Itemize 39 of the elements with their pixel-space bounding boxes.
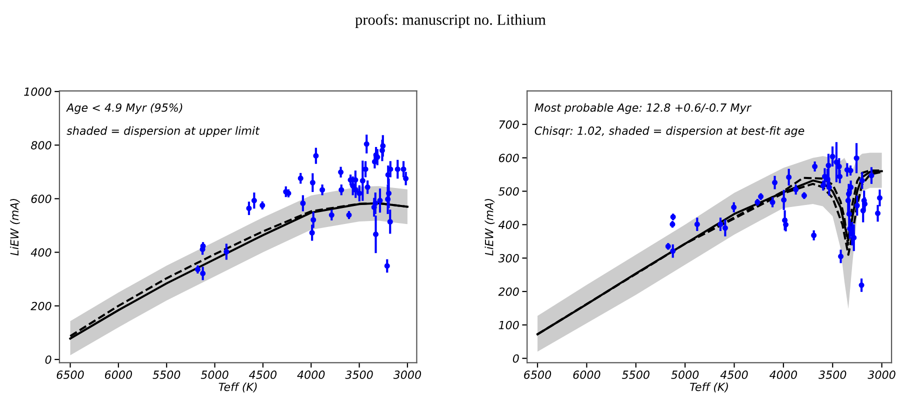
y-tick-label: 800 xyxy=(30,141,52,150)
annotation: shaded = dispersion at upper limit xyxy=(66,126,260,138)
x-tick-label: 6000 xyxy=(573,370,600,379)
x-tick-label: 6000 xyxy=(104,370,132,379)
y-tick-label: 0 xyxy=(512,354,519,363)
x-tick-label: 4000 xyxy=(297,370,325,379)
y-tick-label: 300 xyxy=(498,254,519,262)
x-tick-label: 5000 xyxy=(200,370,228,379)
annotation: Most probable Age: 12.8 +0.6/-0.7 Myr xyxy=(534,103,752,114)
annotation: Chisqr: 1.02, shaded = dispersion at best-fit age xyxy=(534,126,804,138)
x-tick-label: 3500 xyxy=(818,370,846,379)
y-tick-label: 1000 xyxy=(24,87,52,96)
x-tick-label: 5000 xyxy=(671,370,699,379)
x-tick-label: 3500 xyxy=(345,370,373,379)
y-tick-label: 100 xyxy=(498,320,519,330)
y-tick-label: 400 xyxy=(498,220,519,230)
x-axis-title: Teff (K) xyxy=(690,382,728,392)
x-tick-label: 4000 xyxy=(769,370,798,379)
y-tick-label: 400 xyxy=(30,248,52,257)
x-tick-label: 6500 xyxy=(56,370,84,379)
x-tick-label: 6500 xyxy=(524,370,552,379)
x-tick-label: 5500 xyxy=(152,370,180,379)
x-tick-label: 3000 xyxy=(868,370,896,379)
x-tick-label: 5500 xyxy=(622,370,650,379)
y-tick-label: 600 xyxy=(498,154,519,162)
text: proofs: manuscript no. Lithium xyxy=(355,14,546,28)
y-tick-label: 200 xyxy=(30,302,52,310)
x-tick-label: 4500 xyxy=(249,370,277,379)
y-axis-title: LiEW (mA) xyxy=(10,199,20,256)
annotation: Age < 4.9 Myr (95%) xyxy=(66,103,182,114)
y-tick-label: 600 xyxy=(31,194,52,204)
x-axis-title: Teff (K) xyxy=(218,382,257,392)
y-axis-title: LiEW (mA) xyxy=(484,199,495,256)
y-tick-label: 700 xyxy=(499,120,519,129)
x-tick-label: 4500 xyxy=(720,370,748,379)
y-tick-label: 500 xyxy=(498,187,519,196)
y-tick-label: 200 xyxy=(498,287,519,296)
y-tick-label: 0 xyxy=(45,355,52,364)
x-tick-label: 3000 xyxy=(393,370,422,379)
